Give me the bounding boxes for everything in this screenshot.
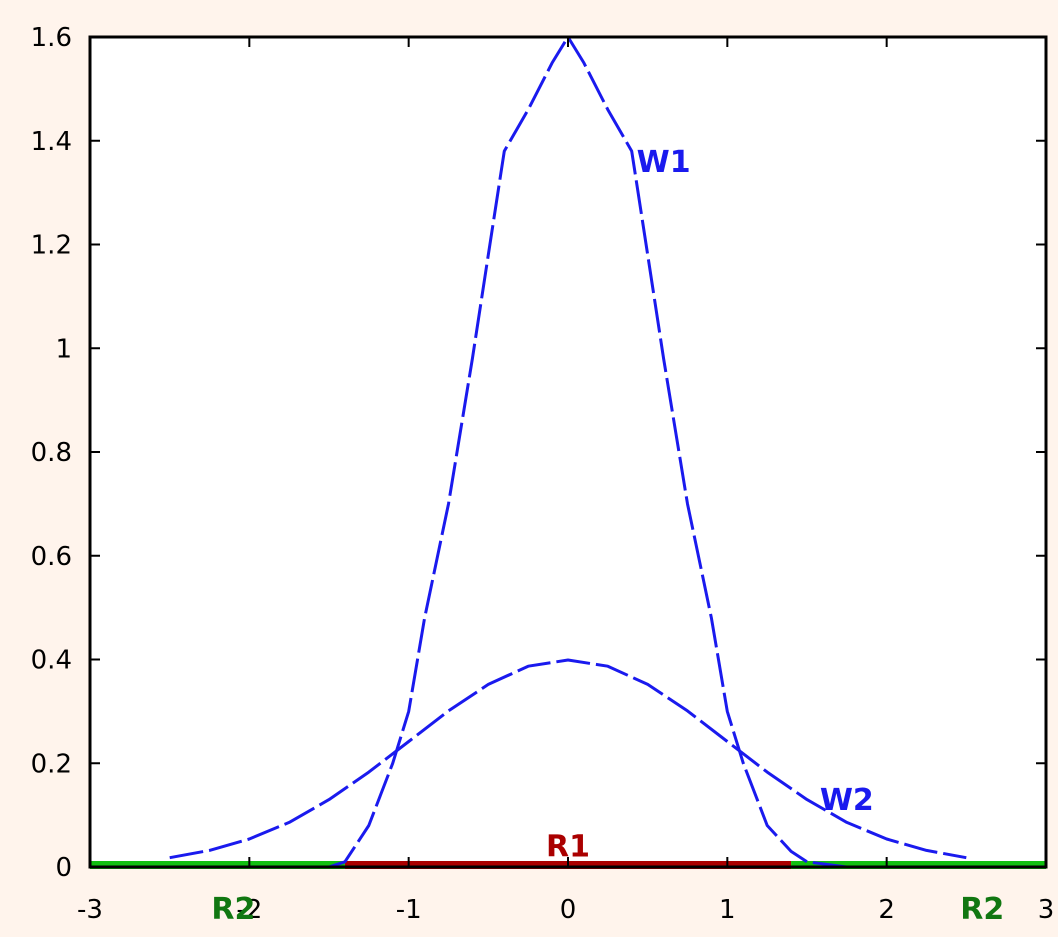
plot-background (90, 37, 1046, 867)
annotation-r2-4: R2 (960, 892, 1004, 927)
y-tick-label: 1.4 (31, 127, 72, 157)
x-tick-label: 1 (719, 895, 736, 925)
y-tick-label: 1 (55, 334, 72, 364)
y-tick-label: 0.6 (31, 542, 72, 572)
y-tick-label: 1.6 (31, 23, 72, 53)
x-tick-label: 0 (560, 895, 577, 925)
annotation-w2-1: W2 (820, 783, 874, 818)
series-line-w1 (169, 35, 967, 869)
annotation-r1-2: R1 (546, 830, 590, 865)
y-axis: 0 0.2 0.4 0.6 0.8 1 1.2 1.4 1.6 (31, 23, 1046, 883)
annotations: W1 W2 R1 R2 R2 (211, 145, 1004, 927)
series-line-w2 (169, 658, 967, 860)
annotation-w1-0: W1 (637, 145, 691, 180)
annotation-r2-3: R2 (211, 892, 255, 927)
x-tick-label: 3 (1038, 895, 1055, 925)
series-lines (169, 35, 967, 869)
y-tick-label: 0.4 (31, 646, 72, 676)
y-tick-label: 0.2 (31, 749, 72, 779)
y-tick-label: 0 (55, 853, 72, 883)
x-tick-label: 2 (878, 895, 895, 925)
x-tick-label: -1 (396, 895, 422, 925)
y-tick-label: 0.8 (31, 438, 72, 468)
plot-area (90, 37, 1046, 867)
x-tick-label: -3 (77, 895, 103, 925)
x-tick-label: -2 (236, 895, 262, 925)
y-tick-label: 1.2 (31, 231, 72, 261)
x-axis: -3 -2 -1 0 1 2 3 (77, 37, 1054, 925)
